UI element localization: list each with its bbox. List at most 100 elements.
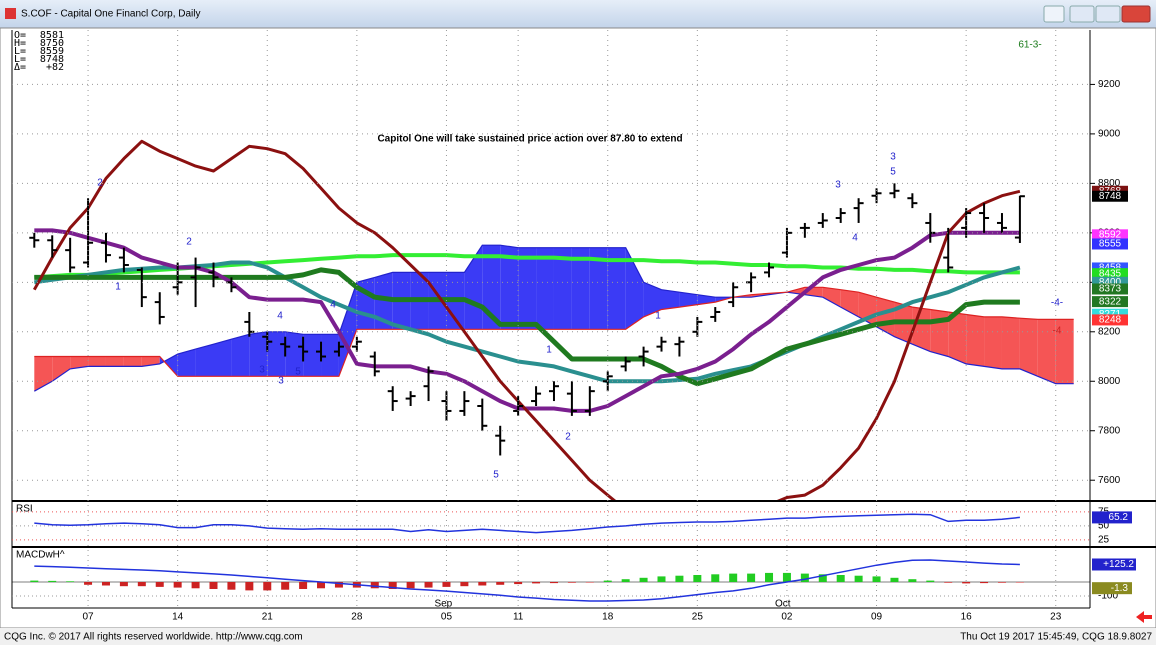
panel-label: MACDwH^ [16,550,65,561]
cloud-fill [249,331,268,377]
value-flag [1092,558,1136,571]
histogram-bar [1015,581,1024,583]
histogram-bar [711,574,720,582]
minimize-button[interactable] [1069,5,1095,23]
price-flag-label: 8435 [1099,268,1122,279]
price-flag-label: 8592 [1099,229,1122,240]
value-flag [1092,511,1132,524]
header-label: Δ= [14,62,26,73]
histogram-bar [603,580,612,582]
scroll-arrow[interactable] [1136,611,1152,623]
cloud-fill [984,316,1002,369]
cloud-fill [338,282,357,377]
histogram-bar [442,581,451,587]
cloud-fill [1037,319,1056,384]
maximize-button[interactable] [1095,5,1121,23]
histogram-bar [281,581,290,590]
histogram-bar [66,581,75,582]
y-tick-label: 9000 [1098,129,1121,140]
histogram-bar [675,575,684,582]
value-flag-label: +125.2 [1103,559,1134,570]
histogram-bar [693,575,702,582]
price-flag-label: 8373 [1099,284,1122,295]
close-button[interactable] [1121,5,1151,23]
price-flag-label: 8400 [1099,277,1122,288]
cloud-fill [500,245,519,330]
x-tick-label: 02 [781,612,793,623]
annotation: 2 [97,178,103,189]
x-tick-label: 05 [441,612,453,623]
annotation: 2 [565,432,571,443]
histogram-bar [317,581,326,589]
cloud-fill [571,247,590,330]
price-flag [1092,296,1128,308]
rsi-line [34,513,1020,534]
price-flag [1092,268,1128,280]
y-tick-label: 8000 [1098,376,1121,387]
cloud-fill [70,356,89,369]
cloud-fill [52,356,71,382]
cloud-fill [607,247,626,330]
y-tick-label: 7600 [1098,475,1121,486]
value-flag-label: -1.3 [1111,583,1129,594]
histogram-bar [84,581,93,585]
histogram-bar [209,581,218,589]
header-value: 8581 [40,30,64,41]
histogram-bar [585,581,594,583]
cloud-fill [285,331,304,377]
value-flag [1092,582,1132,595]
cloud-fill [643,282,662,317]
status-bar [0,628,1156,645]
annotation: 1 [546,345,552,356]
price-flag [1092,229,1128,241]
panel-label: RSI [16,504,33,515]
cloud-fill [948,312,967,364]
cloud-fill [553,247,572,330]
histogram-bar [406,581,415,589]
annotation: 5 [493,470,499,481]
histogram-bar [334,581,343,588]
indicator-line [34,260,1021,384]
price-flag-label: 8248 [1099,315,1122,326]
histogram-bar [639,577,648,582]
histogram-bar [872,576,881,582]
x-tick-label: 11 [513,612,524,623]
month-label: Sep [434,599,452,610]
histogram-bar [478,581,487,586]
header-value: +82 [46,62,64,73]
histogram-bar [137,581,146,587]
annotation: -4 [1053,326,1062,337]
annotation: 3 [890,152,896,163]
annotation: 3 [259,365,265,376]
cloud-fill [34,356,53,392]
cloud-fill [267,331,286,377]
price-flag [1092,262,1128,274]
annotation: 1 [115,282,121,293]
cloud-fill [88,356,106,367]
cloud-fill [356,277,375,330]
header-label: H= [14,38,26,49]
histogram-bar [962,581,971,584]
histogram-bar [800,573,809,582]
histogram-bar [460,581,469,587]
header-label: L= [14,46,26,57]
header-label: O= [14,30,26,41]
value-flag-label: 65.2 [1109,512,1129,523]
histogram-bar [227,581,236,590]
header-value: 8559 [40,46,64,57]
cloud-fill [518,247,537,330]
histogram-bar [388,581,397,589]
annotation: 5 [295,367,301,378]
cloud-fill [966,314,985,367]
pin-button[interactable] [1043,5,1065,23]
x-tick-label: 18 [602,612,614,623]
y-tick-label: 8800 [1098,178,1121,189]
histogram-bar [549,581,558,584]
price-flag-label: 8555 [1099,239,1122,250]
histogram-bar [299,581,308,589]
histogram-bar [997,581,1006,583]
window-title: S.COF - Capital One Financl Corp, Daily [21,9,201,20]
cloud-fill [589,247,608,330]
cloud-fill [1001,316,1020,369]
cloud-fill [177,349,196,377]
